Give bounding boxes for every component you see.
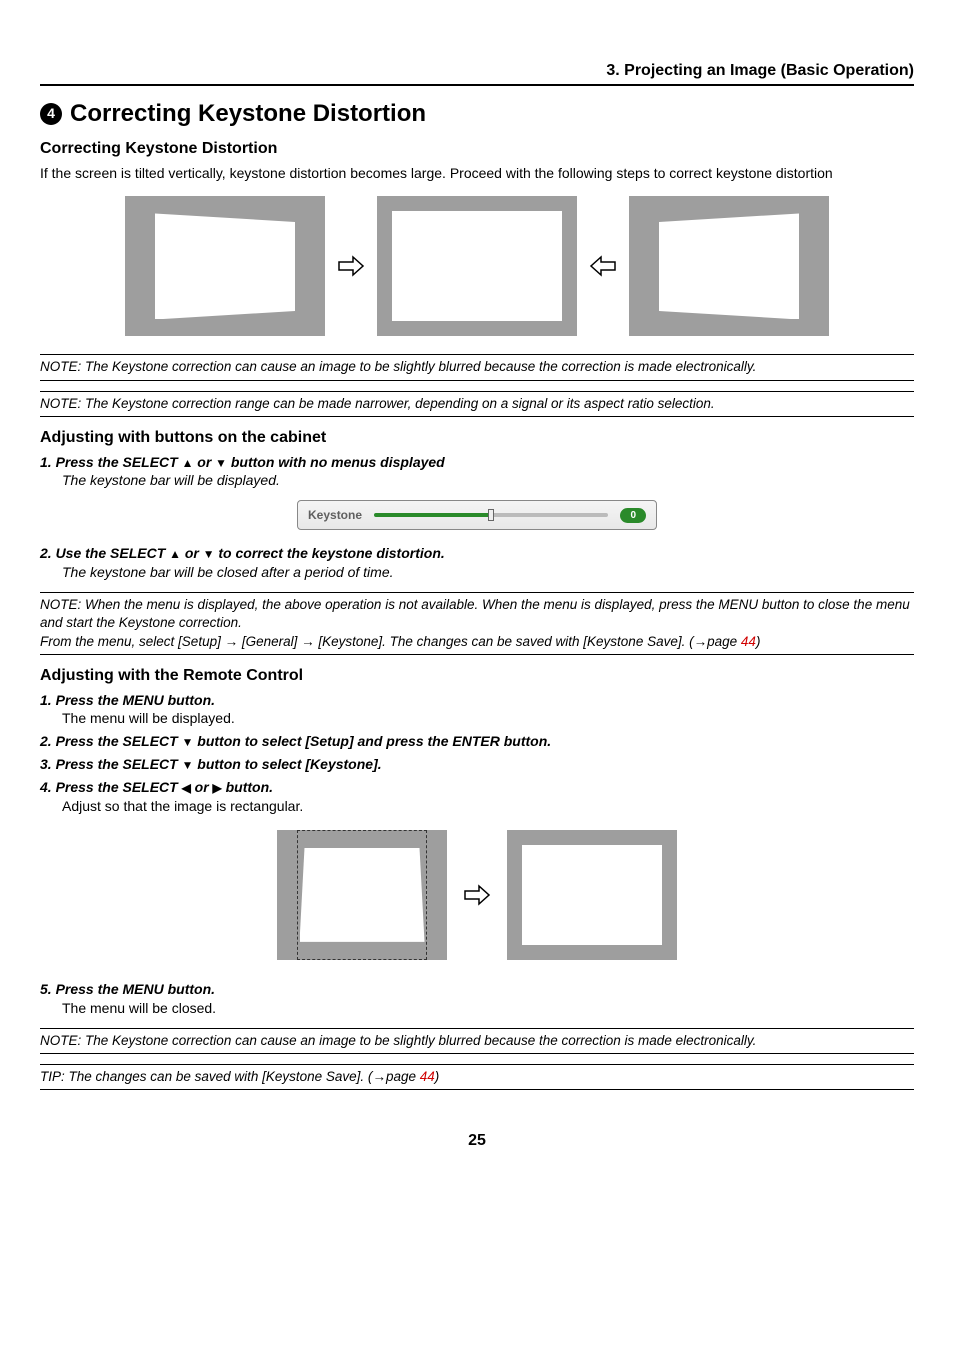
text: 4. Press the SELECT — [40, 779, 182, 795]
text: or — [193, 454, 215, 470]
arrow-right-icon — [301, 634, 315, 649]
subhead-remote: Adjusting with the Remote Control — [40, 665, 914, 687]
text: page — [707, 634, 741, 649]
text: to correct the keystone distortion. — [215, 545, 445, 561]
arrow-right-icon — [225, 634, 239, 649]
text: From the menu, select [Setup] — [40, 634, 225, 649]
triangle-up-icon — [169, 545, 181, 561]
remote-step-5: 5. Press the MENU button. — [40, 980, 914, 999]
note-range: NOTE: The Keystone correction range can … — [40, 391, 914, 417]
slider-track — [374, 513, 608, 517]
arrow-right-icon — [372, 1069, 386, 1084]
text: 2. Press the SELECT — [40, 733, 182, 749]
remote-step-4-body: Adjust so that the image is rectangular. — [62, 797, 914, 816]
remote-step-3: 3. Press the SELECT button to select [Ke… — [40, 755, 914, 774]
slider-value-badge: 0 — [620, 508, 646, 524]
keystone-slider: Keystone 0 — [297, 500, 657, 530]
remote-step-1-body: The menu will be displayed. — [62, 709, 914, 728]
slider-thumb — [488, 509, 494, 521]
triangle-down-icon — [215, 454, 227, 470]
text: button to select [Keystone]. — [193, 756, 381, 772]
arrow-left-icon — [587, 250, 619, 282]
cabinet-step-2-body: The keystone bar will be closed after a … — [62, 563, 914, 582]
text: button with no menus displayed — [227, 454, 445, 470]
text: button. — [222, 779, 273, 795]
section-title-row: 4 Correcting Keystone Distortion — [40, 98, 914, 130]
chapter-header: 3. Projecting an Image (Basic Operation) — [40, 60, 914, 86]
triangle-down-icon — [203, 545, 215, 561]
text: page — [386, 1069, 420, 1084]
triangle-down-icon — [182, 733, 194, 749]
arrow-right-icon — [335, 250, 367, 282]
triangle-up-icon — [182, 454, 194, 470]
slider-label: Keystone — [308, 507, 362, 523]
cabinet-step-2: 2. Use the SELECT or to correct the keys… — [40, 544, 914, 563]
trapezoid-fill — [300, 848, 425, 942]
remote-step-2: 2. Press the SELECT button to select [Se… — [40, 732, 914, 751]
section-title: Correcting Keystone Distortion — [70, 98, 426, 130]
text: or — [181, 545, 203, 561]
section-number-badge: 4 — [40, 103, 62, 125]
remote-step-1: 1. Press the MENU button. — [40, 691, 914, 710]
note-menu-line2: From the menu, select [Setup] [General] … — [40, 633, 914, 651]
note-menu-line1: NOTE: When the menu is displayed, the ab… — [40, 596, 914, 632]
page-ref-44[interactable]: 44 — [741, 634, 756, 649]
intro-text: If the screen is tilted vertically, keys… — [40, 164, 914, 183]
text: [General] — [238, 634, 301, 649]
trapezoid-frame — [277, 830, 447, 960]
page-ref-44-tip[interactable]: 44 — [420, 1069, 435, 1084]
text: 1. Press the SELECT — [40, 454, 182, 470]
note-blur-1: NOTE: The Keystone correction can cause … — [40, 354, 914, 380]
triangle-right-icon — [213, 779, 222, 795]
rect-frame — [507, 830, 677, 960]
text: ) — [435, 1069, 440, 1084]
figure-keystone-trapezoids — [40, 196, 914, 336]
arrow-right-icon — [694, 634, 708, 649]
text: button to select [Setup] and press the E… — [193, 733, 551, 749]
text: [Keystone]. The changes can be saved wit… — [315, 634, 694, 649]
rect-fill — [522, 845, 662, 945]
note-menu: NOTE: When the menu is displayed, the ab… — [40, 592, 914, 655]
trapezoid-right-frame — [629, 196, 829, 336]
arrow-right-icon — [461, 879, 493, 911]
rect-center-frame — [377, 196, 577, 336]
remote-step-5-body: The menu will be closed. — [62, 999, 914, 1018]
tip-save: TIP: The changes can be saved with [Keys… — [40, 1064, 914, 1090]
rect-center-inner — [392, 211, 562, 321]
remote-step-4: 4. Press the SELECT or button. — [40, 778, 914, 797]
page-number: 25 — [40, 1130, 914, 1152]
note-blur-2: NOTE: The Keystone correction can cause … — [40, 1028, 914, 1054]
trapezoid-left-inner — [155, 213, 295, 319]
text: 2. Use the SELECT — [40, 545, 169, 561]
cabinet-step-1: 1. Press the SELECT or button with no me… — [40, 453, 914, 472]
triangle-left-icon — [182, 779, 191, 795]
text: ) — [756, 634, 761, 649]
trapezoid-left-frame — [125, 196, 325, 336]
trapezoid-right-inner — [659, 213, 799, 319]
triangle-down-icon — [182, 756, 194, 772]
cabinet-step-1-body: The keystone bar will be displayed. — [62, 471, 914, 490]
figure-remote-adjust — [40, 830, 914, 960]
text: TIP: The changes can be saved with [Keys… — [40, 1069, 372, 1084]
text: 3. Press the SELECT — [40, 756, 182, 772]
subhead-cabinet: Adjusting with buttons on the cabinet — [40, 427, 914, 449]
text: or — [191, 779, 213, 795]
subhead-correcting: Correcting Keystone Distortion — [40, 138, 914, 160]
